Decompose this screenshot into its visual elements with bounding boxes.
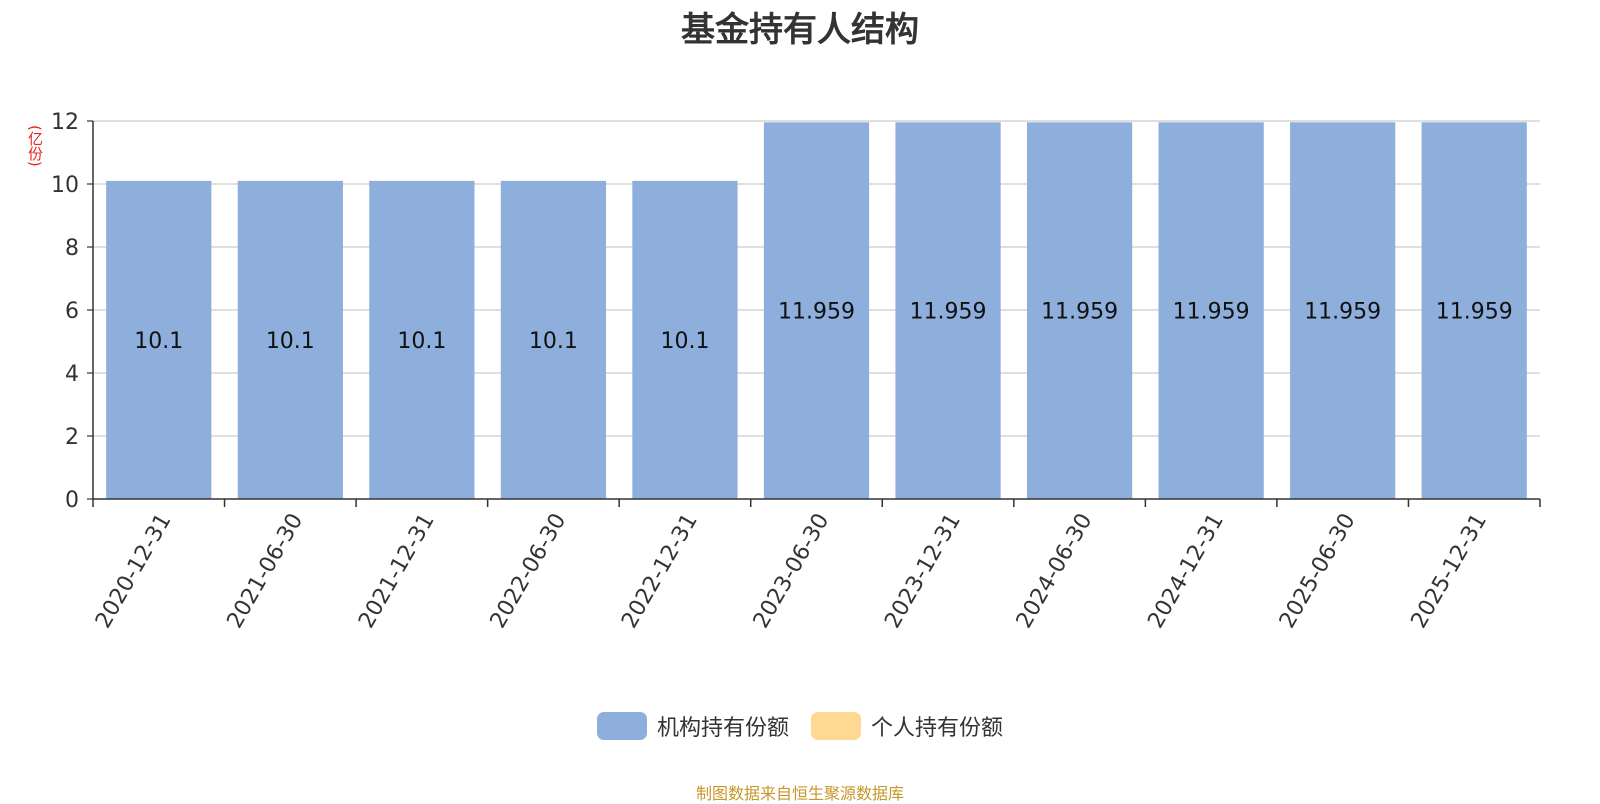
- bar-2024-06-30: [1026, 122, 1133, 499]
- chart-title: 基金持有人结构: [681, 10, 919, 50]
- bar-value-label: 10.1: [134, 329, 183, 354]
- x-tick-label-2025-06-30: 2025-06-30: [1275, 509, 1361, 632]
- x-tick-label-2023-12-31: 2023-12-31: [880, 509, 966, 632]
- bar-value-label: 11.959: [910, 300, 987, 325]
- x-tick-label-2021-12-31: 2021-12-31: [354, 509, 440, 632]
- y-tick-label: 4: [65, 362, 79, 387]
- bar-2022-12-31: [632, 180, 738, 499]
- x-tick-label-2025-12-31: 2025-12-31: [1407, 509, 1493, 632]
- y-tick-label: 2: [65, 425, 79, 450]
- legend-item-individual[interactable]: 个人持有份额: [811, 710, 1003, 742]
- data-source-note: 制图数据来自恒生聚源数据库: [695, 784, 904, 803]
- x-tick-label-2022-12-31: 2022-12-31: [617, 509, 703, 632]
- bar-value-label: 10.1: [660, 329, 709, 354]
- legend-label-individual: 个人持有份额: [871, 716, 1004, 741]
- legend: 机构持有份额 个人持有份额: [0, 710, 1600, 742]
- legend-item-institutional[interactable]: 机构持有份额: [596, 710, 789, 742]
- x-tick-label-2022-06-30: 2022-06-30: [486, 509, 572, 632]
- bar-value-label: 11.959: [1436, 300, 1513, 325]
- y-axis-unit-label: (亿份): [26, 125, 44, 167]
- bar-value-label: 11.959: [1041, 300, 1118, 325]
- y-tick-label: 0: [65, 488, 79, 513]
- bar-value-label: 11.959: [1304, 300, 1381, 325]
- bar-2020-12-31: [106, 180, 212, 499]
- y-tick-label: 10: [51, 173, 79, 198]
- bar-2024-12-31: [1158, 122, 1264, 499]
- x-tick-label-2023-06-30: 2023-06-30: [749, 509, 835, 632]
- legend-swatch-individual: [811, 712, 861, 740]
- x-tick-label-2024-12-31: 2024-12-31: [1143, 509, 1229, 632]
- bar-2023-06-30: [763, 122, 870, 499]
- bar-value-label: 11.959: [1173, 300, 1250, 325]
- bar-2025-12-31: [1421, 122, 1527, 499]
- bar-2021-12-31: [369, 180, 475, 499]
- legend-swatch-institutional: [596, 712, 647, 740]
- y-tick-label: 6: [65, 299, 79, 324]
- x-tick-label-2021-06-30: 2021-06-30: [223, 509, 309, 632]
- bar-2022-06-30: [500, 180, 607, 499]
- bar-value-label: 10.1: [529, 329, 578, 354]
- y-tick-label: 12: [51, 110, 79, 135]
- x-tick-label-2024-06-30: 2024-06-30: [1012, 509, 1098, 632]
- bar-2023-12-31: [895, 122, 1001, 499]
- y-tick-label: 8: [65, 236, 79, 261]
- bar-value-label: 10.1: [397, 329, 446, 354]
- legend-label-institutional: 机构持有份额: [656, 716, 789, 741]
- x-tick-label-2020-12-31: 2020-12-31: [91, 509, 177, 632]
- bar-2021-06-30: [237, 180, 343, 499]
- bar-2025-06-30: [1290, 122, 1396, 499]
- bar-value-label: 11.959: [778, 300, 855, 325]
- bar-value-label: 10.1: [266, 329, 315, 354]
